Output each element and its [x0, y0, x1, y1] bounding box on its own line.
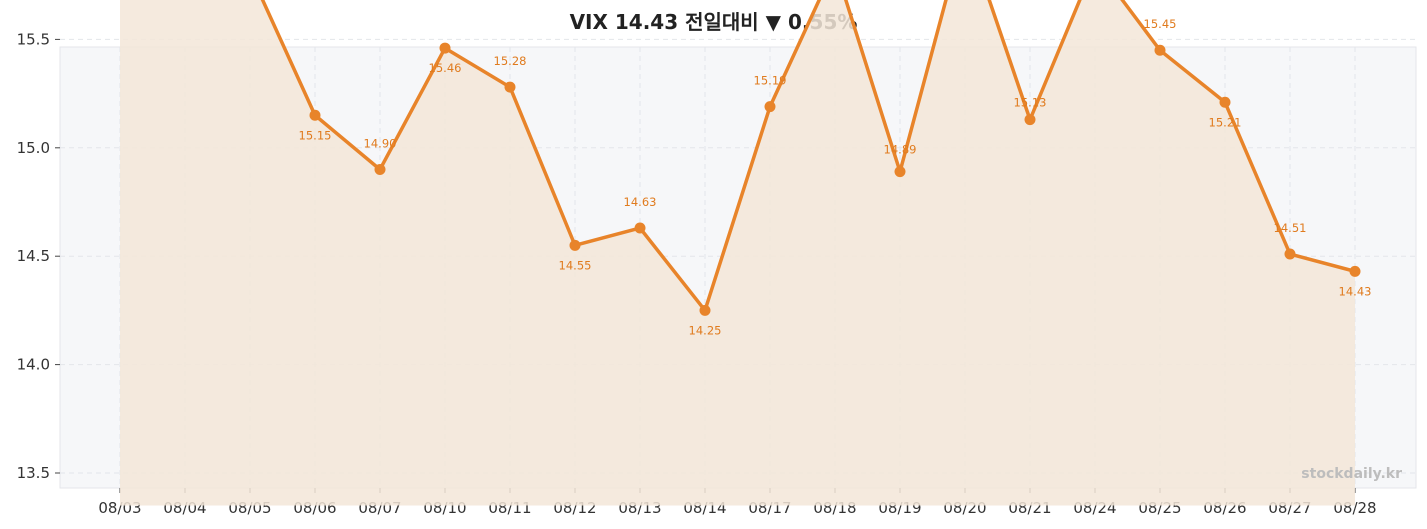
data-point: [1349, 265, 1361, 277]
data-label: 15.45: [1144, 17, 1177, 31]
data-label: 14.51: [1274, 221, 1307, 235]
data-label: 14.25: [689, 323, 722, 337]
data-label: 15.13: [1014, 96, 1047, 110]
data-point: [1024, 114, 1036, 126]
series-line: [260, 0, 1357, 313]
data-point: [309, 109, 321, 121]
data-label: 15.15: [299, 128, 332, 142]
data-label: 14.90: [364, 136, 397, 150]
data-point: [439, 42, 451, 54]
data-label: 15.21: [1209, 115, 1242, 129]
data-label: 14.43: [1339, 284, 1372, 298]
y-tick-label: 13.5: [17, 464, 50, 482]
data-point: [1284, 248, 1296, 260]
data-point: [504, 81, 516, 93]
data-label: 15.28: [494, 54, 527, 68]
data-point: [1154, 44, 1166, 56]
data-point: [634, 222, 646, 234]
data-point: [569, 239, 581, 251]
data-point: [764, 101, 776, 113]
data-label: 14.89: [884, 143, 917, 157]
data-label: 15.19: [754, 74, 787, 88]
data-label: 14.63: [624, 195, 657, 209]
data-label: 15.46: [429, 61, 462, 75]
y-tick-label: 14.5: [17, 247, 50, 265]
data-label: 14.55: [559, 258, 592, 272]
area-fill: [120, 0, 1355, 506]
y-tick-label: 14.0: [17, 356, 50, 374]
data-point: [1219, 96, 1231, 108]
y-tick-label: 15.0: [17, 139, 50, 157]
watermark-text: stockdaily.kr: [1301, 466, 1402, 482]
data-point: [699, 304, 711, 316]
data-point: [894, 166, 906, 178]
data-point: [374, 163, 386, 175]
y-tick-label: 15.5: [17, 30, 50, 48]
